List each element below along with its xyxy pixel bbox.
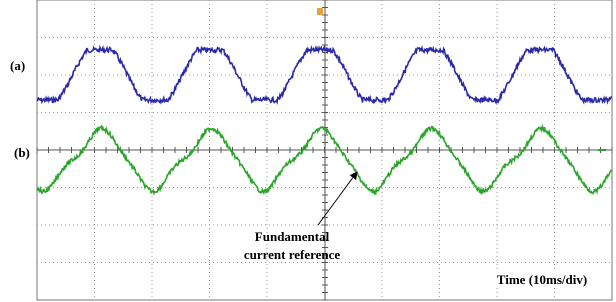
time-axis-label: Time (10ms/div) [497,272,587,287]
trace-a-label: (a) [10,58,25,73]
annotation-line-1: Fundamental [255,229,330,244]
annotation-line-2: current reference [244,247,341,262]
trace-b-label: (b) [14,145,30,160]
trigger-marker [317,8,323,15]
scope-figure: (a) (b) Fundamental current reference Ti… [0,0,616,302]
trace-b [37,126,612,193]
